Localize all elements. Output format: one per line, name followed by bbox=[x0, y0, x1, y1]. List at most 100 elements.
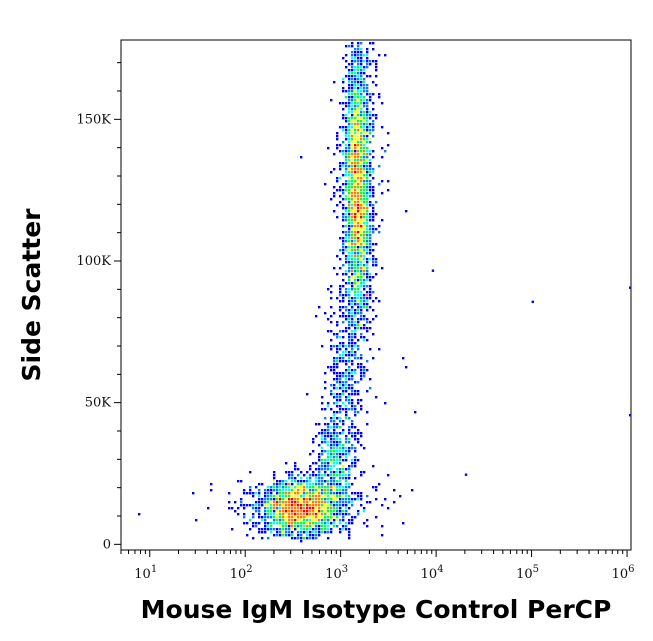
density-cell bbox=[324, 510, 327, 513]
density-cell bbox=[366, 138, 369, 141]
density-cell bbox=[351, 168, 354, 171]
density-cell bbox=[348, 174, 351, 177]
density-cell bbox=[330, 519, 333, 522]
density-cell bbox=[321, 480, 324, 483]
density-cell bbox=[330, 348, 333, 351]
density-cell bbox=[354, 138, 357, 141]
density-cell bbox=[351, 384, 354, 387]
density-cell bbox=[327, 462, 330, 465]
density-cell bbox=[354, 81, 357, 84]
density-cell bbox=[336, 483, 339, 486]
density-cell bbox=[312, 504, 315, 507]
density-cell bbox=[300, 483, 303, 486]
density-cell bbox=[333, 450, 336, 453]
density-cell bbox=[282, 495, 285, 498]
density-cell bbox=[339, 267, 342, 270]
density-cell bbox=[348, 297, 351, 300]
density-cell bbox=[363, 162, 366, 165]
density-cell bbox=[351, 162, 354, 165]
density-cell bbox=[294, 537, 297, 540]
density-cell bbox=[354, 90, 357, 93]
density-cell bbox=[297, 486, 300, 489]
density-cell bbox=[357, 54, 360, 57]
density-cell bbox=[354, 342, 357, 345]
density-cell bbox=[279, 513, 282, 516]
density-cell bbox=[324, 432, 327, 435]
density-cell bbox=[354, 414, 357, 417]
density-cell bbox=[357, 81, 360, 84]
density-cell bbox=[366, 273, 369, 276]
density-cell bbox=[351, 447, 354, 450]
density-cell bbox=[306, 393, 309, 396]
density-cell bbox=[324, 486, 327, 489]
density-cell bbox=[354, 204, 357, 207]
density-cell bbox=[351, 147, 354, 150]
density-cell bbox=[372, 150, 375, 153]
density-cell bbox=[258, 528, 261, 531]
density-cell bbox=[351, 420, 354, 423]
density-cell bbox=[363, 123, 366, 126]
density-cell bbox=[366, 153, 369, 156]
density-cell bbox=[285, 498, 288, 501]
density-cell bbox=[366, 186, 369, 189]
density-cell bbox=[354, 111, 357, 114]
density-cell bbox=[315, 519, 318, 522]
density-cell bbox=[354, 327, 357, 330]
density-cell bbox=[372, 42, 375, 45]
density-cell bbox=[366, 75, 369, 78]
density-cell bbox=[309, 528, 312, 531]
density-cell bbox=[348, 522, 351, 525]
density-cell bbox=[351, 156, 354, 159]
density-cell bbox=[345, 144, 348, 147]
density-cell bbox=[360, 75, 363, 78]
density-cell bbox=[357, 162, 360, 165]
density-cell bbox=[264, 519, 267, 522]
density-cell bbox=[339, 378, 342, 381]
density-cell bbox=[264, 501, 267, 504]
density-cell bbox=[354, 195, 357, 198]
density-cell bbox=[327, 516, 330, 519]
density-cell bbox=[300, 540, 303, 543]
density-cell bbox=[342, 279, 345, 282]
x-tick-label: 104 bbox=[421, 564, 444, 582]
density-cell bbox=[138, 513, 141, 516]
density-cell bbox=[336, 177, 339, 180]
density-cell bbox=[363, 258, 366, 261]
density-cell bbox=[324, 435, 327, 438]
density-cell bbox=[345, 45, 348, 48]
density-cell bbox=[366, 222, 369, 225]
density-cell bbox=[315, 435, 318, 438]
density-cell bbox=[333, 510, 336, 513]
density-cell bbox=[270, 489, 273, 492]
density-cell bbox=[363, 111, 366, 114]
density-cell bbox=[240, 504, 243, 507]
density-cell bbox=[336, 132, 339, 135]
density-cell bbox=[369, 258, 372, 261]
density-cell bbox=[324, 438, 327, 441]
density-cell bbox=[342, 198, 345, 201]
density-cell bbox=[360, 105, 363, 108]
density-cell bbox=[342, 357, 345, 360]
density-cell bbox=[363, 81, 366, 84]
density-cell bbox=[357, 105, 360, 108]
density-cell bbox=[348, 393, 351, 396]
density-cell bbox=[315, 516, 318, 519]
density-cell bbox=[345, 381, 348, 384]
density-cell bbox=[369, 96, 372, 99]
density-cell bbox=[345, 162, 348, 165]
density-cell bbox=[354, 276, 357, 279]
density-cell bbox=[327, 522, 330, 525]
density-cell bbox=[369, 306, 372, 309]
density-cell bbox=[330, 522, 333, 525]
density-cell bbox=[321, 495, 324, 498]
density-cell bbox=[279, 495, 282, 498]
density-cell bbox=[336, 456, 339, 459]
density-cell bbox=[336, 489, 339, 492]
density-cell bbox=[303, 510, 306, 513]
density-cell bbox=[234, 510, 237, 513]
density-cell bbox=[372, 114, 375, 117]
density-cell bbox=[360, 492, 363, 495]
density-cell bbox=[351, 258, 354, 261]
density-cell bbox=[261, 504, 264, 507]
density-cell bbox=[306, 495, 309, 498]
